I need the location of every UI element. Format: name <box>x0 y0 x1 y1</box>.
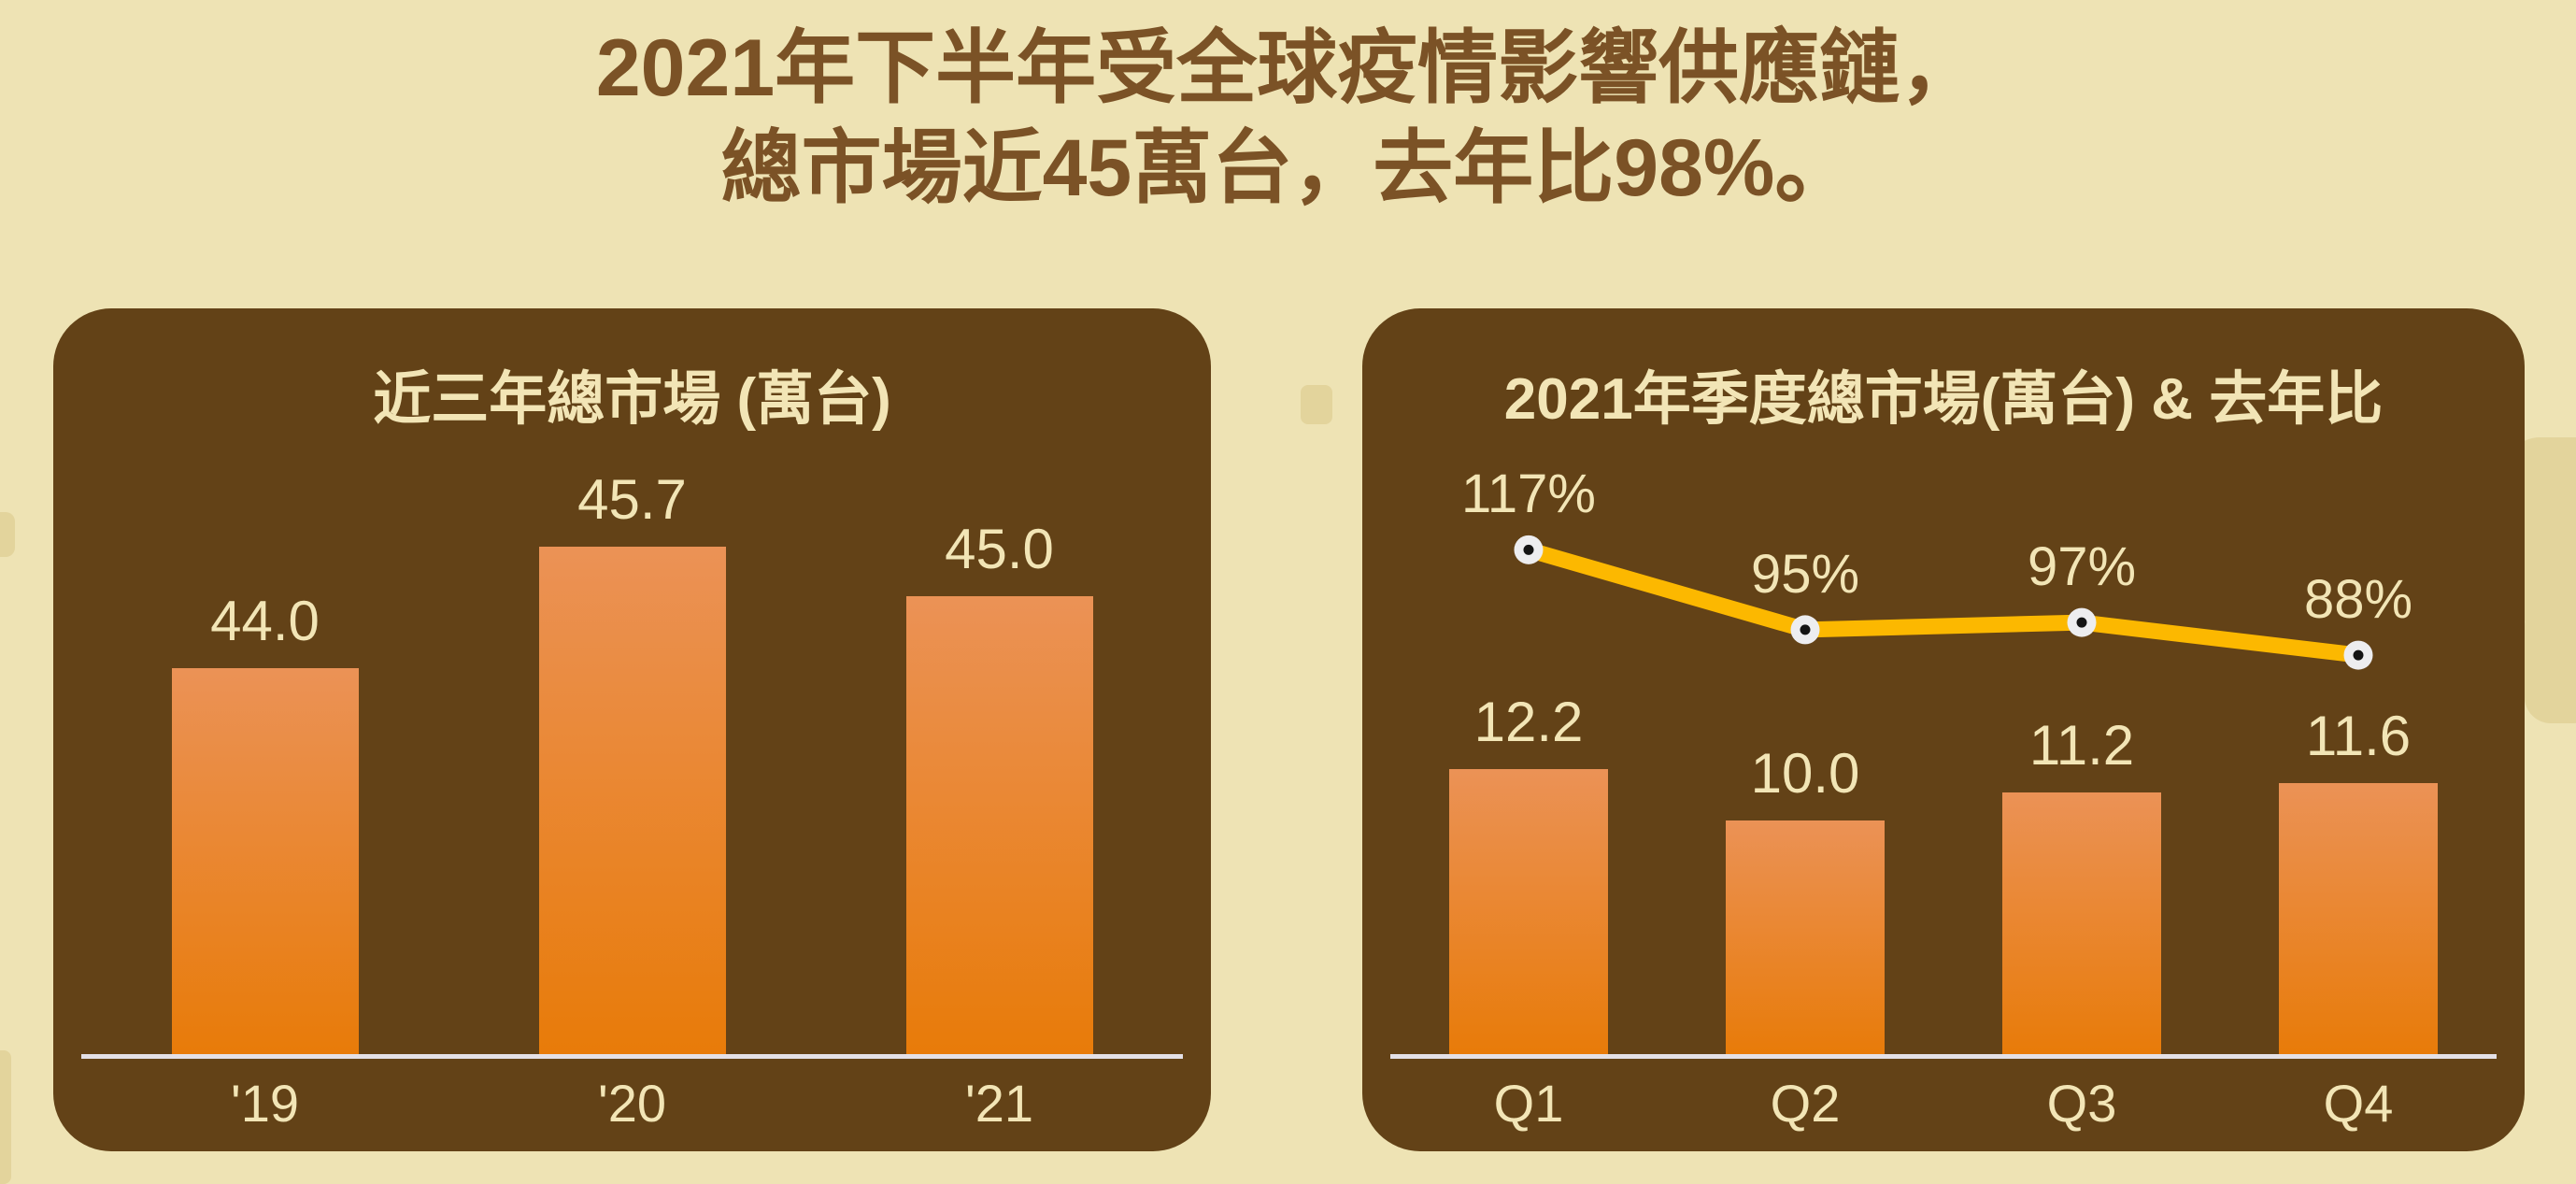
line-marker <box>2343 640 2373 670</box>
bar-'21 <box>905 596 1093 1054</box>
annual-chart-title: 近三年總市場 (萬台) <box>373 367 891 432</box>
background-watermark <box>2525 600 2576 723</box>
annual-market-chart-panel: 近三年總市場 (萬台) 44.0 '19 45.7 '20 45.0 '21 <box>53 308 1211 1151</box>
bar-'19 <box>171 668 359 1054</box>
yoy-percent-label: 95% <box>1750 543 1860 605</box>
bar-Q1 <box>1449 769 1608 1054</box>
annual-bar-chart: 44.0 '19 45.7 '20 45.0 '21 <box>53 308 1211 1151</box>
line-marker <box>1790 615 1820 645</box>
x-axis-label: '20 <box>598 1074 666 1133</box>
x-axis-label: Q1 <box>1493 1074 1564 1133</box>
bar-value-label: 45.7 <box>577 468 687 531</box>
bar-value-label: 11.6 <box>2305 705 2412 767</box>
yoy-percent-label: 88% <box>2303 569 2413 631</box>
background-watermark <box>1301 385 1332 424</box>
line-marker-dot <box>2076 617 2087 628</box>
x-axis-label: '19 <box>231 1074 299 1133</box>
bar-Q4 <box>2279 783 2438 1054</box>
line-path <box>1520 541 2367 663</box>
background-watermark <box>0 1050 11 1184</box>
line-marker <box>1514 535 1544 564</box>
line-marker-dot <box>1800 624 1811 635</box>
line-marker <box>2067 607 2097 637</box>
bar-value-label: 11.2 <box>2028 714 2135 777</box>
x-axis-baseline <box>1390 1054 2497 1059</box>
x-axis-label: Q2 <box>1770 1074 1841 1133</box>
x-axis-baseline <box>81 1054 1183 1059</box>
quarterly-market-chart-panel: 2021年季度總市場(萬台) & 去年比 12.2 Q1 10.0 Q2 11.2 Q3 1… <box>1362 308 2525 1151</box>
page-title-line2: 總市場近45萬台，去年比98%。 <box>720 122 1856 213</box>
bar-value-label: 12.2 <box>1473 691 1584 753</box>
x-axis-label: '21 <box>965 1074 1033 1133</box>
yoy-percent-label: 117% <box>1460 464 1597 525</box>
bar-'20 <box>538 547 726 1054</box>
background-watermark <box>0 512 15 557</box>
bar-value-label: 45.0 <box>945 518 1054 580</box>
quarterly-chart-title: 2021年季度總市場(萬台) & 去年比 <box>1503 367 2384 432</box>
line-marker-dot <box>1523 544 1534 555</box>
x-axis-label: Q3 <box>2046 1074 2117 1133</box>
page-title-line1: 2021年下半年受全球疫情影響供應鏈， <box>595 23 1981 113</box>
page-title: 2021年下半年受全球疫情影響供應鏈， 總市場近45萬台，去年比98%。 <box>0 19 2576 218</box>
yoy-percent-label: 97% <box>2027 536 2137 598</box>
bar-Q2 <box>1726 820 1885 1054</box>
bar-value-label: 10.0 <box>1750 742 1860 805</box>
bar-Q3 <box>2002 792 2161 1054</box>
x-axis-label: Q4 <box>2323 1074 2394 1133</box>
quarterly-bar-line-chart: 12.2 Q1 10.0 Q2 11.2 Q3 11.6 Q4 117% 95% 97% 88% <box>1362 308 2525 1151</box>
bar-value-label: 44.0 <box>210 590 320 652</box>
line-marker-dot <box>2353 649 2364 661</box>
